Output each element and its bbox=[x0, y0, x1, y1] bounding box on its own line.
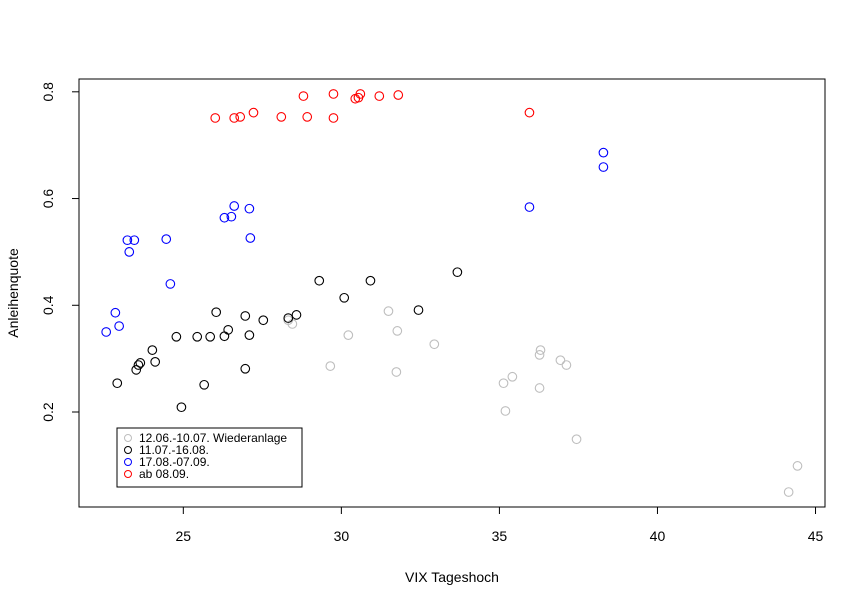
point bbox=[391, 367, 402, 377]
point bbox=[240, 311, 251, 321]
x-tick-label: 40 bbox=[650, 528, 666, 544]
point bbox=[598, 147, 609, 158]
point bbox=[314, 275, 325, 286]
legend-box bbox=[116, 427, 303, 488]
point bbox=[147, 345, 158, 355]
point bbox=[122, 235, 133, 246]
point bbox=[561, 360, 572, 370]
point bbox=[276, 112, 287, 122]
point bbox=[792, 461, 803, 471]
y-tick-label: 0.2 bbox=[40, 402, 56, 422]
point bbox=[124, 247, 135, 257]
point bbox=[283, 313, 294, 323]
x-axis-label: VIX Tageshoch bbox=[405, 569, 499, 585]
legend-label: ab 08.09. bbox=[139, 467, 189, 481]
x-tick-label: 35 bbox=[492, 528, 508, 544]
point bbox=[240, 363, 251, 374]
point bbox=[534, 350, 545, 360]
y-tick-label: 0.6 bbox=[40, 189, 56, 209]
point bbox=[219, 331, 230, 342]
point bbox=[176, 402, 187, 413]
point bbox=[507, 371, 518, 382]
x-tick-label: 30 bbox=[334, 528, 350, 544]
point bbox=[291, 310, 302, 320]
y-axis-label: Anleihenquote bbox=[5, 248, 21, 338]
point bbox=[343, 330, 354, 341]
point bbox=[429, 339, 440, 350]
point bbox=[223, 324, 234, 335]
legend-marker bbox=[124, 458, 132, 466]
point bbox=[235, 112, 246, 122]
point bbox=[219, 212, 230, 223]
point bbox=[135, 358, 146, 368]
point bbox=[133, 360, 144, 370]
point bbox=[101, 327, 112, 337]
y-tick-label: 0.4 bbox=[40, 295, 56, 315]
point bbox=[783, 487, 794, 497]
point bbox=[355, 89, 366, 99]
point bbox=[524, 107, 535, 118]
point bbox=[258, 315, 269, 326]
point bbox=[365, 275, 376, 286]
plot-box bbox=[78, 78, 826, 508]
legend-marker bbox=[124, 434, 132, 442]
point bbox=[129, 235, 140, 246]
point bbox=[328, 113, 339, 123]
point bbox=[248, 107, 259, 118]
point bbox=[535, 345, 546, 355]
point bbox=[245, 233, 256, 243]
point bbox=[229, 201, 240, 211]
point bbox=[374, 91, 385, 101]
point bbox=[131, 364, 142, 375]
point bbox=[524, 202, 535, 212]
point bbox=[393, 90, 404, 100]
point bbox=[598, 162, 609, 172]
legend-label: 11.07.-16.08. bbox=[139, 443, 209, 457]
point bbox=[110, 307, 121, 318]
point bbox=[534, 383, 545, 393]
point bbox=[498, 378, 509, 389]
point bbox=[328, 89, 339, 99]
point bbox=[555, 355, 566, 366]
point bbox=[199, 379, 210, 390]
point bbox=[383, 306, 394, 316]
point bbox=[500, 406, 511, 416]
legend-label: 12.06.-10.07. Wiederanlage bbox=[139, 431, 287, 445]
point bbox=[298, 91, 309, 101]
legend-marker bbox=[124, 470, 132, 478]
point bbox=[339, 292, 350, 303]
point bbox=[114, 321, 124, 331]
point bbox=[161, 234, 172, 244]
point bbox=[226, 211, 237, 222]
point bbox=[229, 113, 240, 123]
x-tick-label: 45 bbox=[808, 528, 824, 544]
y-tick-label: 0.8 bbox=[40, 82, 56, 102]
point bbox=[205, 331, 216, 342]
point bbox=[192, 331, 203, 342]
point bbox=[112, 378, 123, 389]
point bbox=[392, 326, 403, 336]
legend-label: 17.08.-07.09. bbox=[139, 455, 210, 469]
point bbox=[165, 279, 176, 289]
point bbox=[171, 331, 182, 342]
point bbox=[571, 434, 582, 445]
legend-marker bbox=[124, 446, 132, 454]
point bbox=[325, 361, 336, 371]
point bbox=[244, 203, 255, 214]
point bbox=[150, 356, 161, 367]
point bbox=[302, 112, 313, 122]
x-tick-label: 25 bbox=[176, 528, 192, 544]
point bbox=[452, 267, 463, 278]
point bbox=[413, 305, 424, 315]
point bbox=[244, 330, 255, 341]
point bbox=[210, 113, 221, 123]
point bbox=[211, 307, 222, 318]
